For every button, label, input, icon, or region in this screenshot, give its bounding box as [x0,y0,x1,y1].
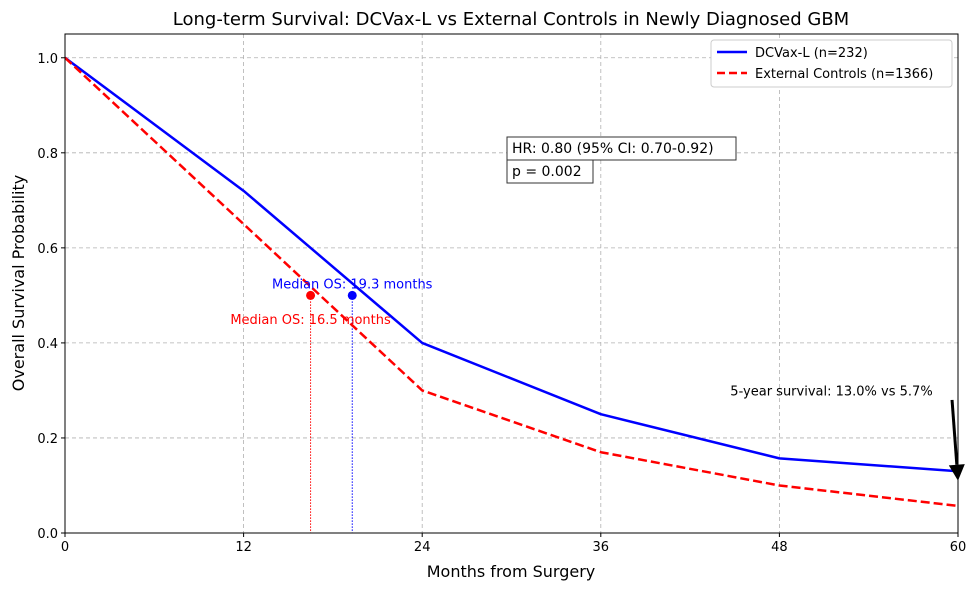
stats-box-p: p = 0.002 [506,159,594,184]
legend-label-dcvax: DCVax-L (n=232) [755,46,868,61]
x-tick-label-5: 60 [950,540,967,555]
median-point-0 [347,290,357,300]
x-tick-label-3: 36 [593,540,610,555]
series-line-1 [65,56,958,508]
five-year-annotation: 5-year survival: 13.0% vs 5.7% [730,384,965,481]
stats-box-hr: HR: 0.80 (95% CI: 0.70-0.92) [506,136,737,161]
x-axis-ticks: 0 12 24 36 48 60 [61,533,966,555]
y-axis-label: Overall Survival Probability [9,175,28,391]
x-tick-label-1: 12 [235,540,252,555]
y-tick-label-4: 0.8 [37,147,58,162]
legend: DCVax-L (n=232) External Controls (n=136… [710,39,953,88]
y-tick-label-5: 1.0 [37,52,58,67]
y-tick-label-1: 0.2 [37,432,58,447]
y-tick-label-2: 0.4 [37,337,58,352]
x-tick-label-2: 24 [414,540,431,555]
series-line-0 [65,56,958,473]
x-tick-label-0: 0 [61,540,69,555]
x-tick-label-4: 48 [771,540,788,555]
legend-label-controls: External Controls (n=1366) [755,67,933,82]
median-label-controls: Median OS: 16.5 months [230,313,391,328]
hr-text: HR: 0.80 (95% CI: 0.70-0.92) [512,141,714,157]
y-tick-label-3: 0.6 [37,242,58,257]
plot-frame [64,33,959,534]
median-label-dcvax: Median OS: 19.3 months [272,278,433,293]
series-lines [65,56,958,508]
plot-area [65,34,958,533]
annotation-arrow-head [948,464,965,481]
median-point-1 [306,290,316,300]
legend-box [710,39,953,88]
p-value-text: p = 0.002 [512,164,582,180]
median-labels: Median OS: 19.3 months Median OS: 16.5 m… [230,278,432,329]
annotation-arrow-shaft [950,399,959,465]
median-lines [310,295,353,533]
chart-title: Long-term Survival: DCVax-L vs External … [173,9,849,30]
median-points [306,290,357,300]
y-tick-label-0: 0.0 [37,527,58,542]
five-year-text: 5-year survival: 13.0% vs 5.7% [730,384,932,399]
x-axis-label: Months from Surgery [427,562,596,581]
y-axis-ticks: 0.0 0.2 0.4 0.6 0.8 1.0 [37,52,65,542]
